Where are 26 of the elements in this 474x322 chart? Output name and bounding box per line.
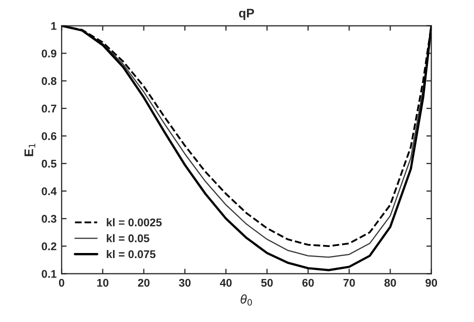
x-tick-label: 20 <box>138 278 150 287</box>
legend-label: kl = 0.0025 <box>106 218 162 226</box>
chart-title: qP <box>239 8 254 20</box>
y-tick-label: 0.6 <box>42 132 56 140</box>
y-tick-label: 0.7 <box>42 104 56 113</box>
x-tick-label: 10 <box>97 278 108 287</box>
x-tick-label: 40 <box>220 278 232 287</box>
x-axis-title: θ$_{0}$ <box>240 294 252 306</box>
y-tick-label: 0.4 <box>42 187 57 196</box>
y-tick-label: 0.1 <box>42 270 56 278</box>
x-tick-label: 70 <box>343 278 355 287</box>
y-tick-label: 0.2 <box>42 242 56 250</box>
y-tick-label: 0.5 <box>42 160 56 168</box>
x-tick-label: 80 <box>384 278 396 287</box>
y-tick-label: 1 <box>51 22 56 30</box>
y-tick-label: 0.9 <box>42 50 56 58</box>
x-tick-label: 0 <box>58 278 64 287</box>
y-axis-title: E$_{1}$ <box>24 144 36 156</box>
y-tick-label: 0.3 <box>42 214 56 223</box>
x-tick-label: 30 <box>178 278 191 287</box>
legend-label: kl = 0.05 <box>106 234 150 242</box>
x-tick-label: 90 <box>426 278 438 287</box>
x-tick-label: 60 <box>302 278 314 287</box>
x-tick-label: 50 <box>261 278 273 287</box>
legend-label: kl = 0.075 <box>106 250 156 258</box>
y-tick-label: 0.8 <box>42 77 56 85</box>
